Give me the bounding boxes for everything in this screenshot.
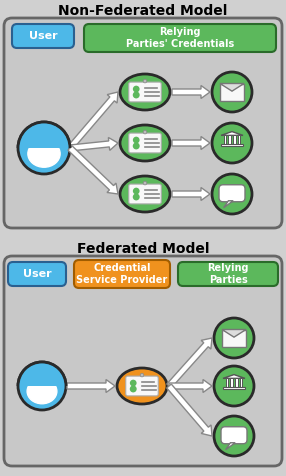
Wedge shape (19, 123, 69, 148)
Polygon shape (226, 443, 235, 450)
Bar (226, 378, 228, 387)
FancyArrow shape (68, 146, 118, 194)
FancyArrow shape (68, 92, 118, 150)
Circle shape (214, 318, 254, 358)
Circle shape (214, 366, 254, 406)
Circle shape (36, 133, 52, 149)
Ellipse shape (133, 194, 140, 200)
FancyBboxPatch shape (129, 82, 161, 102)
Text: User: User (29, 31, 57, 41)
Bar (235, 378, 237, 387)
FancyArrow shape (172, 86, 210, 99)
Bar (224, 135, 226, 144)
Circle shape (143, 130, 147, 134)
Circle shape (35, 372, 49, 387)
Ellipse shape (120, 176, 170, 212)
FancyBboxPatch shape (178, 262, 278, 286)
FancyBboxPatch shape (84, 24, 276, 52)
FancyBboxPatch shape (8, 262, 66, 286)
Ellipse shape (133, 142, 140, 149)
Polygon shape (224, 201, 233, 208)
Ellipse shape (130, 386, 137, 392)
Polygon shape (221, 131, 243, 135)
Bar (222, 329, 246, 347)
Bar (221, 144, 243, 146)
Bar (231, 378, 233, 387)
FancyBboxPatch shape (4, 18, 282, 228)
FancyArrow shape (70, 138, 118, 151)
Circle shape (130, 380, 137, 387)
FancyArrow shape (169, 379, 212, 393)
Ellipse shape (28, 140, 60, 167)
Ellipse shape (27, 379, 57, 404)
Bar (220, 83, 244, 100)
Ellipse shape (117, 368, 167, 404)
Text: Federated Model: Federated Model (77, 242, 209, 256)
Bar (238, 135, 240, 144)
Bar (223, 387, 245, 389)
FancyBboxPatch shape (4, 256, 282, 466)
FancyArrow shape (167, 384, 212, 436)
FancyBboxPatch shape (12, 24, 74, 48)
Text: Non-Federated Model: Non-Federated Model (58, 4, 228, 18)
Circle shape (133, 137, 140, 143)
FancyArrow shape (172, 188, 210, 200)
Bar (229, 135, 231, 144)
FancyBboxPatch shape (221, 427, 247, 444)
Text: Relying
Parties: Relying Parties (207, 263, 249, 285)
Circle shape (214, 416, 254, 456)
Bar (233, 135, 235, 144)
Circle shape (212, 123, 252, 163)
Circle shape (133, 188, 140, 194)
Circle shape (212, 174, 252, 214)
Circle shape (133, 86, 140, 92)
Circle shape (143, 79, 147, 83)
FancyBboxPatch shape (126, 376, 158, 396)
FancyArrow shape (67, 379, 115, 393)
Ellipse shape (120, 125, 170, 161)
Circle shape (140, 373, 144, 377)
Text: User: User (23, 269, 51, 279)
Circle shape (18, 362, 66, 410)
Ellipse shape (120, 74, 170, 110)
Polygon shape (222, 329, 246, 337)
Text: Credential
Service Provider: Credential Service Provider (76, 263, 168, 285)
Polygon shape (223, 375, 245, 378)
Circle shape (212, 72, 252, 112)
FancyBboxPatch shape (129, 184, 161, 204)
FancyBboxPatch shape (74, 260, 170, 288)
Wedge shape (19, 363, 65, 386)
Circle shape (18, 122, 70, 174)
Bar (240, 378, 242, 387)
Circle shape (143, 181, 147, 185)
FancyArrow shape (167, 338, 212, 388)
Text: Relying
Parties' Credentials: Relying Parties' Credentials (126, 27, 234, 49)
Polygon shape (220, 83, 244, 91)
Ellipse shape (133, 91, 140, 99)
FancyBboxPatch shape (219, 185, 245, 202)
FancyArrow shape (172, 137, 210, 149)
FancyBboxPatch shape (129, 133, 161, 153)
